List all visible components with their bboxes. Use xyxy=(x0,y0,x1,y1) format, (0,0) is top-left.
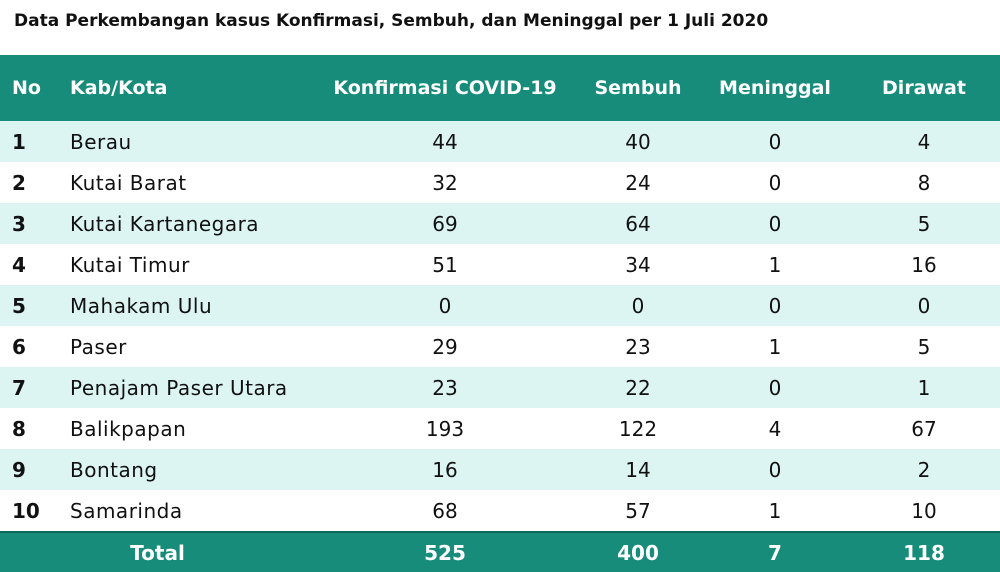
table-row: 8 Balikpapan 193 122 4 67 xyxy=(0,408,1000,449)
cell-konfirmasi: 69 xyxy=(432,211,458,236)
table-row: 6 Paser 29 23 1 5 xyxy=(0,326,1000,367)
cell-sembuh: 24 xyxy=(625,170,651,195)
cell-meninggal: 0 xyxy=(768,375,782,400)
cell-sembuh: 22 xyxy=(625,375,651,400)
cell-no: 1 xyxy=(12,129,26,154)
cell-konfirmasi: 51 xyxy=(432,252,458,277)
cell-konfirmasi: 23 xyxy=(432,375,458,400)
cell-konfirmasi: 0 xyxy=(438,293,452,318)
covid-table: No Kab/Kota Konfirmasi COVID-19 Sembuh M… xyxy=(0,55,1000,572)
cell-konfirmasi: 193 xyxy=(425,416,465,441)
cell-kab-kota: Kutai Barat xyxy=(70,170,187,195)
cell-kab-kota: Samarinda xyxy=(70,498,183,523)
cell-dirawat: 16 xyxy=(911,252,937,277)
cell-no: 6 xyxy=(12,334,26,359)
cell-kab-kota: Balikpapan xyxy=(70,416,187,441)
cell-kab-kota: Berau xyxy=(70,129,132,154)
cell-kab-kota: Kutai Timur xyxy=(70,252,190,277)
cell-konfirmasi: 32 xyxy=(432,170,458,195)
cell-dirawat: 67 xyxy=(911,416,937,441)
cell-kab-kota: Penajam Paser Utara xyxy=(70,375,288,400)
cell-meninggal: 1 xyxy=(768,498,782,523)
table-row: 2 Kutai Barat 32 24 0 8 xyxy=(0,162,1000,203)
column-header-kab-kota: Kab/Kota xyxy=(70,77,168,99)
cell-dirawat: 8 xyxy=(917,170,931,195)
cell-no: 4 xyxy=(12,252,26,277)
table-row: 1 Berau 44 40 0 4 xyxy=(0,121,1000,162)
cell-dirawat: 10 xyxy=(911,498,937,523)
cell-sembuh: 0 xyxy=(631,293,645,318)
cell-meninggal: 0 xyxy=(768,293,782,318)
cell-no: 3 xyxy=(12,211,26,236)
total-dirawat: 118 xyxy=(903,540,945,565)
cell-no: 5 xyxy=(12,293,26,318)
cell-no: 10 xyxy=(12,498,40,523)
cell-no: 2 xyxy=(12,170,26,195)
cell-dirawat: 4 xyxy=(917,129,931,154)
total-konfirmasi: 525 xyxy=(424,540,466,565)
cell-dirawat: 2 xyxy=(917,457,931,482)
total-sembuh: 400 xyxy=(617,540,659,565)
table-row: 10 Samarinda 68 57 1 10 xyxy=(0,490,1000,531)
cell-dirawat: 5 xyxy=(917,334,931,359)
cell-kab-kota: Bontang xyxy=(70,457,158,482)
table-caption: Data Perkembangan kasus Konfirmasi, Semb… xyxy=(14,11,769,31)
cell-konfirmasi: 44 xyxy=(432,129,458,154)
cell-no: 8 xyxy=(12,416,26,441)
cell-dirawat: 0 xyxy=(917,293,931,318)
cell-no: 9 xyxy=(12,457,26,482)
table-row: 5 Mahakam Ulu 0 0 0 0 xyxy=(0,285,1000,326)
cell-kab-kota: Mahakam Ulu xyxy=(70,293,213,318)
cell-sembuh: 64 xyxy=(625,211,651,236)
column-header-dirawat: Dirawat xyxy=(882,77,966,99)
column-header-meninggal: Meninggal xyxy=(719,77,831,99)
cell-meninggal: 0 xyxy=(768,211,782,236)
cell-no: 7 xyxy=(12,375,26,400)
cell-meninggal: 4 xyxy=(768,416,782,441)
cell-konfirmasi: 16 xyxy=(432,457,458,482)
cell-sembuh: 57 xyxy=(625,498,651,523)
cell-meninggal: 0 xyxy=(768,129,782,154)
table-row: 7 Penajam Paser Utara 23 22 0 1 xyxy=(0,367,1000,408)
column-header-sembuh: Sembuh xyxy=(594,77,682,99)
cell-meninggal: 0 xyxy=(768,170,782,195)
cell-sembuh: 23 xyxy=(625,334,651,359)
cell-meninggal: 0 xyxy=(768,457,782,482)
column-header-konfirmasi: Konfirmasi COVID-19 xyxy=(333,77,557,99)
cell-sembuh: 40 xyxy=(625,129,651,154)
total-label: Total xyxy=(130,540,185,565)
cell-dirawat: 5 xyxy=(917,211,931,236)
table-row: 4 Kutai Timur 51 34 1 16 xyxy=(0,244,1000,285)
table-total-row: Total 525 400 7 118 xyxy=(0,531,1000,572)
table-header-row: No Kab/Kota Konfirmasi COVID-19 Sembuh M… xyxy=(0,55,1000,121)
cell-meninggal: 1 xyxy=(768,334,782,359)
cell-sembuh: 122 xyxy=(618,416,658,441)
table-row: 9 Bontang 16 14 0 2 xyxy=(0,449,1000,490)
cell-sembuh: 14 xyxy=(625,457,651,482)
cell-kab-kota: Kutai Kartanegara xyxy=(70,211,260,236)
cell-sembuh: 34 xyxy=(625,252,651,277)
cell-dirawat: 1 xyxy=(917,375,931,400)
table-row: 3 Kutai Kartanegara 69 64 0 5 xyxy=(0,203,1000,244)
column-header-no: No xyxy=(12,77,41,99)
cell-konfirmasi: 68 xyxy=(432,498,458,523)
total-meninggal: 7 xyxy=(768,540,782,565)
cell-meninggal: 1 xyxy=(768,252,782,277)
cell-kab-kota: Paser xyxy=(70,334,127,359)
cell-konfirmasi: 29 xyxy=(432,334,458,359)
